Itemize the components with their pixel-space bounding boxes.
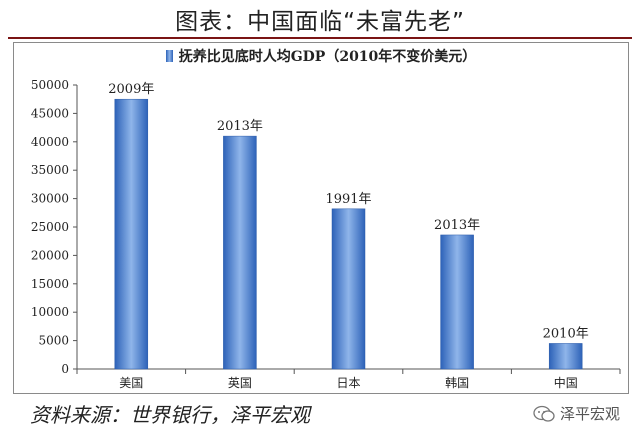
bar <box>548 343 583 370</box>
footer: 资料来源：世界银行，泽平宏观 泽平宏观 <box>0 395 640 436</box>
legend-swatch <box>165 50 173 62</box>
bar <box>114 98 149 370</box>
y-tick-label: 35000 <box>31 163 69 177</box>
bar-data-label: 2013年 <box>217 119 263 134</box>
watermark: 泽平宏观 <box>533 403 620 424</box>
y-tick-label: 50000 <box>31 78 69 92</box>
page-title: 图表：中国面临“未富先老” <box>175 9 465 35</box>
bar <box>223 135 257 370</box>
bar-data-label: 2010年 <box>543 326 589 341</box>
watermark-label: 泽平宏观 <box>559 405 620 423</box>
y-tick-label: 5000 <box>38 334 69 348</box>
bar <box>440 234 474 370</box>
y-tick-label: 40000 <box>31 135 69 149</box>
x-tick-label: 日本 <box>336 376 360 390</box>
y-tick-label: 10000 <box>31 305 69 319</box>
chart-frame: 抚养比见底时人均GDP（2010年不变价美元） 0 5000 10000 15000 2… <box>13 42 629 394</box>
bar-data-label: 2009年 <box>108 82 154 97</box>
x-tick-label: 英国 <box>228 376 252 390</box>
wechat-icon <box>533 405 555 422</box>
y-tick-label: 30000 <box>31 192 69 206</box>
bar-data-label: 1991年 <box>325 192 371 207</box>
y-tick-label: 25000 <box>31 220 69 234</box>
legend-label: 抚养比见底时人均GDP（2010年不变价美元） <box>178 49 477 65</box>
chart-legend: 抚养比见底时人均GDP（2010年不变价美元） <box>14 43 628 69</box>
y-tick-label: 0 <box>61 362 69 376</box>
y-tick-label: 45000 <box>31 106 69 120</box>
source-note: 资料来源：世界银行，泽平宏观 <box>30 403 310 427</box>
bar <box>331 208 366 370</box>
y-tick-label: 20000 <box>31 248 69 262</box>
bar-data-label: 2013年 <box>434 218 480 233</box>
y-tick-label: 15000 <box>31 277 69 291</box>
bar-chart: 0 5000 10000 15000 20000 25000 30000 35000 40000… <box>31 78 621 390</box>
x-tick-label: 中国 <box>554 375 578 390</box>
x-tick-label: 美国 <box>119 376 143 390</box>
title-rule <box>8 37 632 39</box>
x-tick-label: 韩国 <box>445 375 469 390</box>
